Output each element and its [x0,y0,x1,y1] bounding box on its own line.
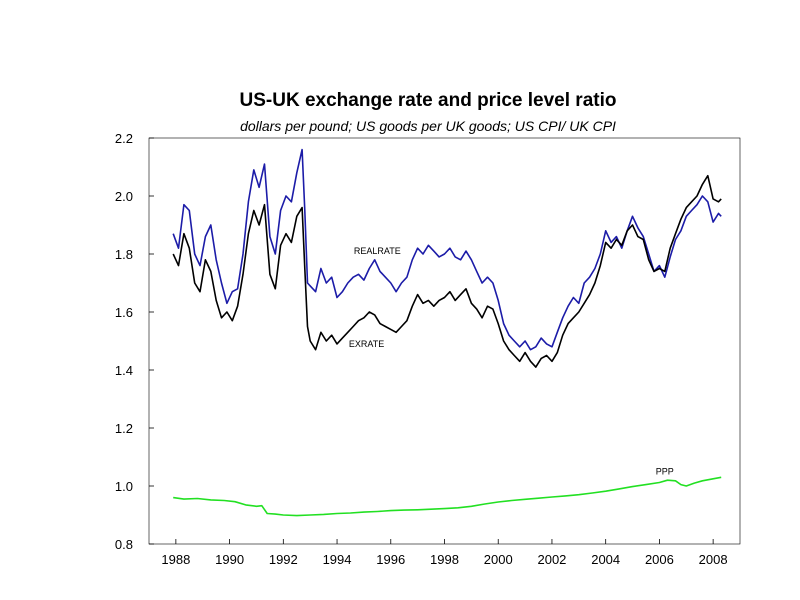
x-tick-label: 1996 [376,552,405,567]
series-line-realrate [172,148,722,351]
annotation-exrate: EXRATE [349,339,384,349]
annotation-group: REALRATE EXRATE PPP [349,246,674,476]
x-tick-label: 2008 [699,552,728,567]
y-axis: 0.8 1.0 1.2 1.4 1.6 1.8 2.0 2.2 [115,131,154,552]
y-tick-label: 0.8 [115,537,133,552]
y-tick-label: 1.8 [115,247,133,262]
y-tick-label: 2.0 [115,189,133,204]
series-group [172,148,722,517]
x-tick-label: 1998 [430,552,459,567]
chart-subtitle: dollars per pound; US goods per UK goods… [240,118,616,134]
y-tick-label: 2.2 [115,131,133,146]
x-tick-label: 2002 [537,552,566,567]
x-tick-label: 2004 [591,552,620,567]
y-tick-label: 1.4 [115,363,133,378]
x-axis: 1988 1990 1992 1994 1996 1998 2000 2002 2004 2006… [161,539,728,567]
x-tick-label: 1992 [269,552,298,567]
chart-title: US-UK exchange rate and price level rati… [239,90,617,111]
series-line-ppp [173,476,722,517]
annotation-realrate: REALRATE [354,246,401,256]
x-tick-label: 2000 [484,552,513,567]
x-tick-label: 1988 [161,552,190,567]
y-tick-label: 1.6 [115,305,133,320]
y-tick-label: 1.0 [115,479,133,494]
x-tick-label: 1994 [323,552,352,567]
x-tick-label: 1990 [215,552,244,567]
x-tick-label: 2006 [645,552,674,567]
annotation-ppp: PPP [656,466,674,476]
series-line-exrate [172,174,722,368]
y-tick-label: 1.2 [115,421,133,436]
